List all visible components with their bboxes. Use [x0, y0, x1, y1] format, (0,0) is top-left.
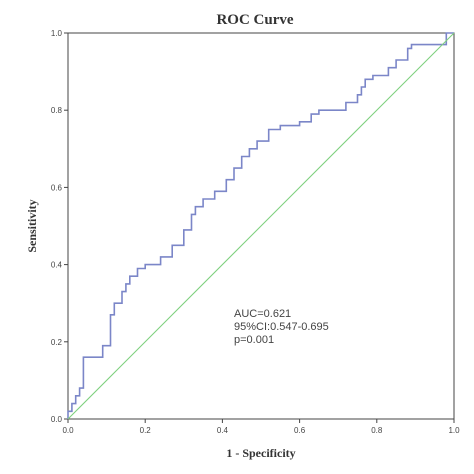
annotation-p: p=0.001 [234, 334, 274, 346]
x-tick-label: 0.0 [62, 426, 74, 435]
y-axis-label: Sensitivity [25, 199, 39, 252]
auc-annotation: AUC=0.621 95%CI:0.547-0.695 p=0.001 [234, 308, 329, 346]
chart-title: ROC Curve [216, 12, 293, 28]
y-tick-label: 0.4 [51, 261, 63, 270]
x-tick-label: 0.6 [294, 426, 306, 435]
x-tick-label: 0.4 [217, 426, 229, 435]
axis-ticks: 0.0 0.2 0.4 0.6 0.8 1.0 0.0 0.2 0.4 0.6 0.8 1.0 [51, 29, 460, 435]
roc-curve-line [67, 32, 454, 419]
x-tick-label: 1.0 [448, 426, 460, 435]
x-axis-label: 1 - Specificity [226, 446, 295, 460]
y-tick-label: 0.0 [51, 415, 63, 424]
x-tick-label: 0.8 [371, 426, 383, 435]
y-tick-label: 0.6 [51, 183, 63, 192]
y-tick-label: 0.8 [51, 106, 63, 115]
annotation-auc: AUC=0.621 [234, 308, 291, 320]
reference-diagonal-line [67, 32, 455, 420]
x-tick-label: 0.2 [140, 426, 152, 435]
y-tick-label: 1.0 [51, 29, 63, 38]
annotation-ci: 95%CI:0.547-0.695 [234, 321, 329, 333]
series-layer [67, 32, 455, 420]
y-tick-label: 0.2 [51, 338, 63, 347]
